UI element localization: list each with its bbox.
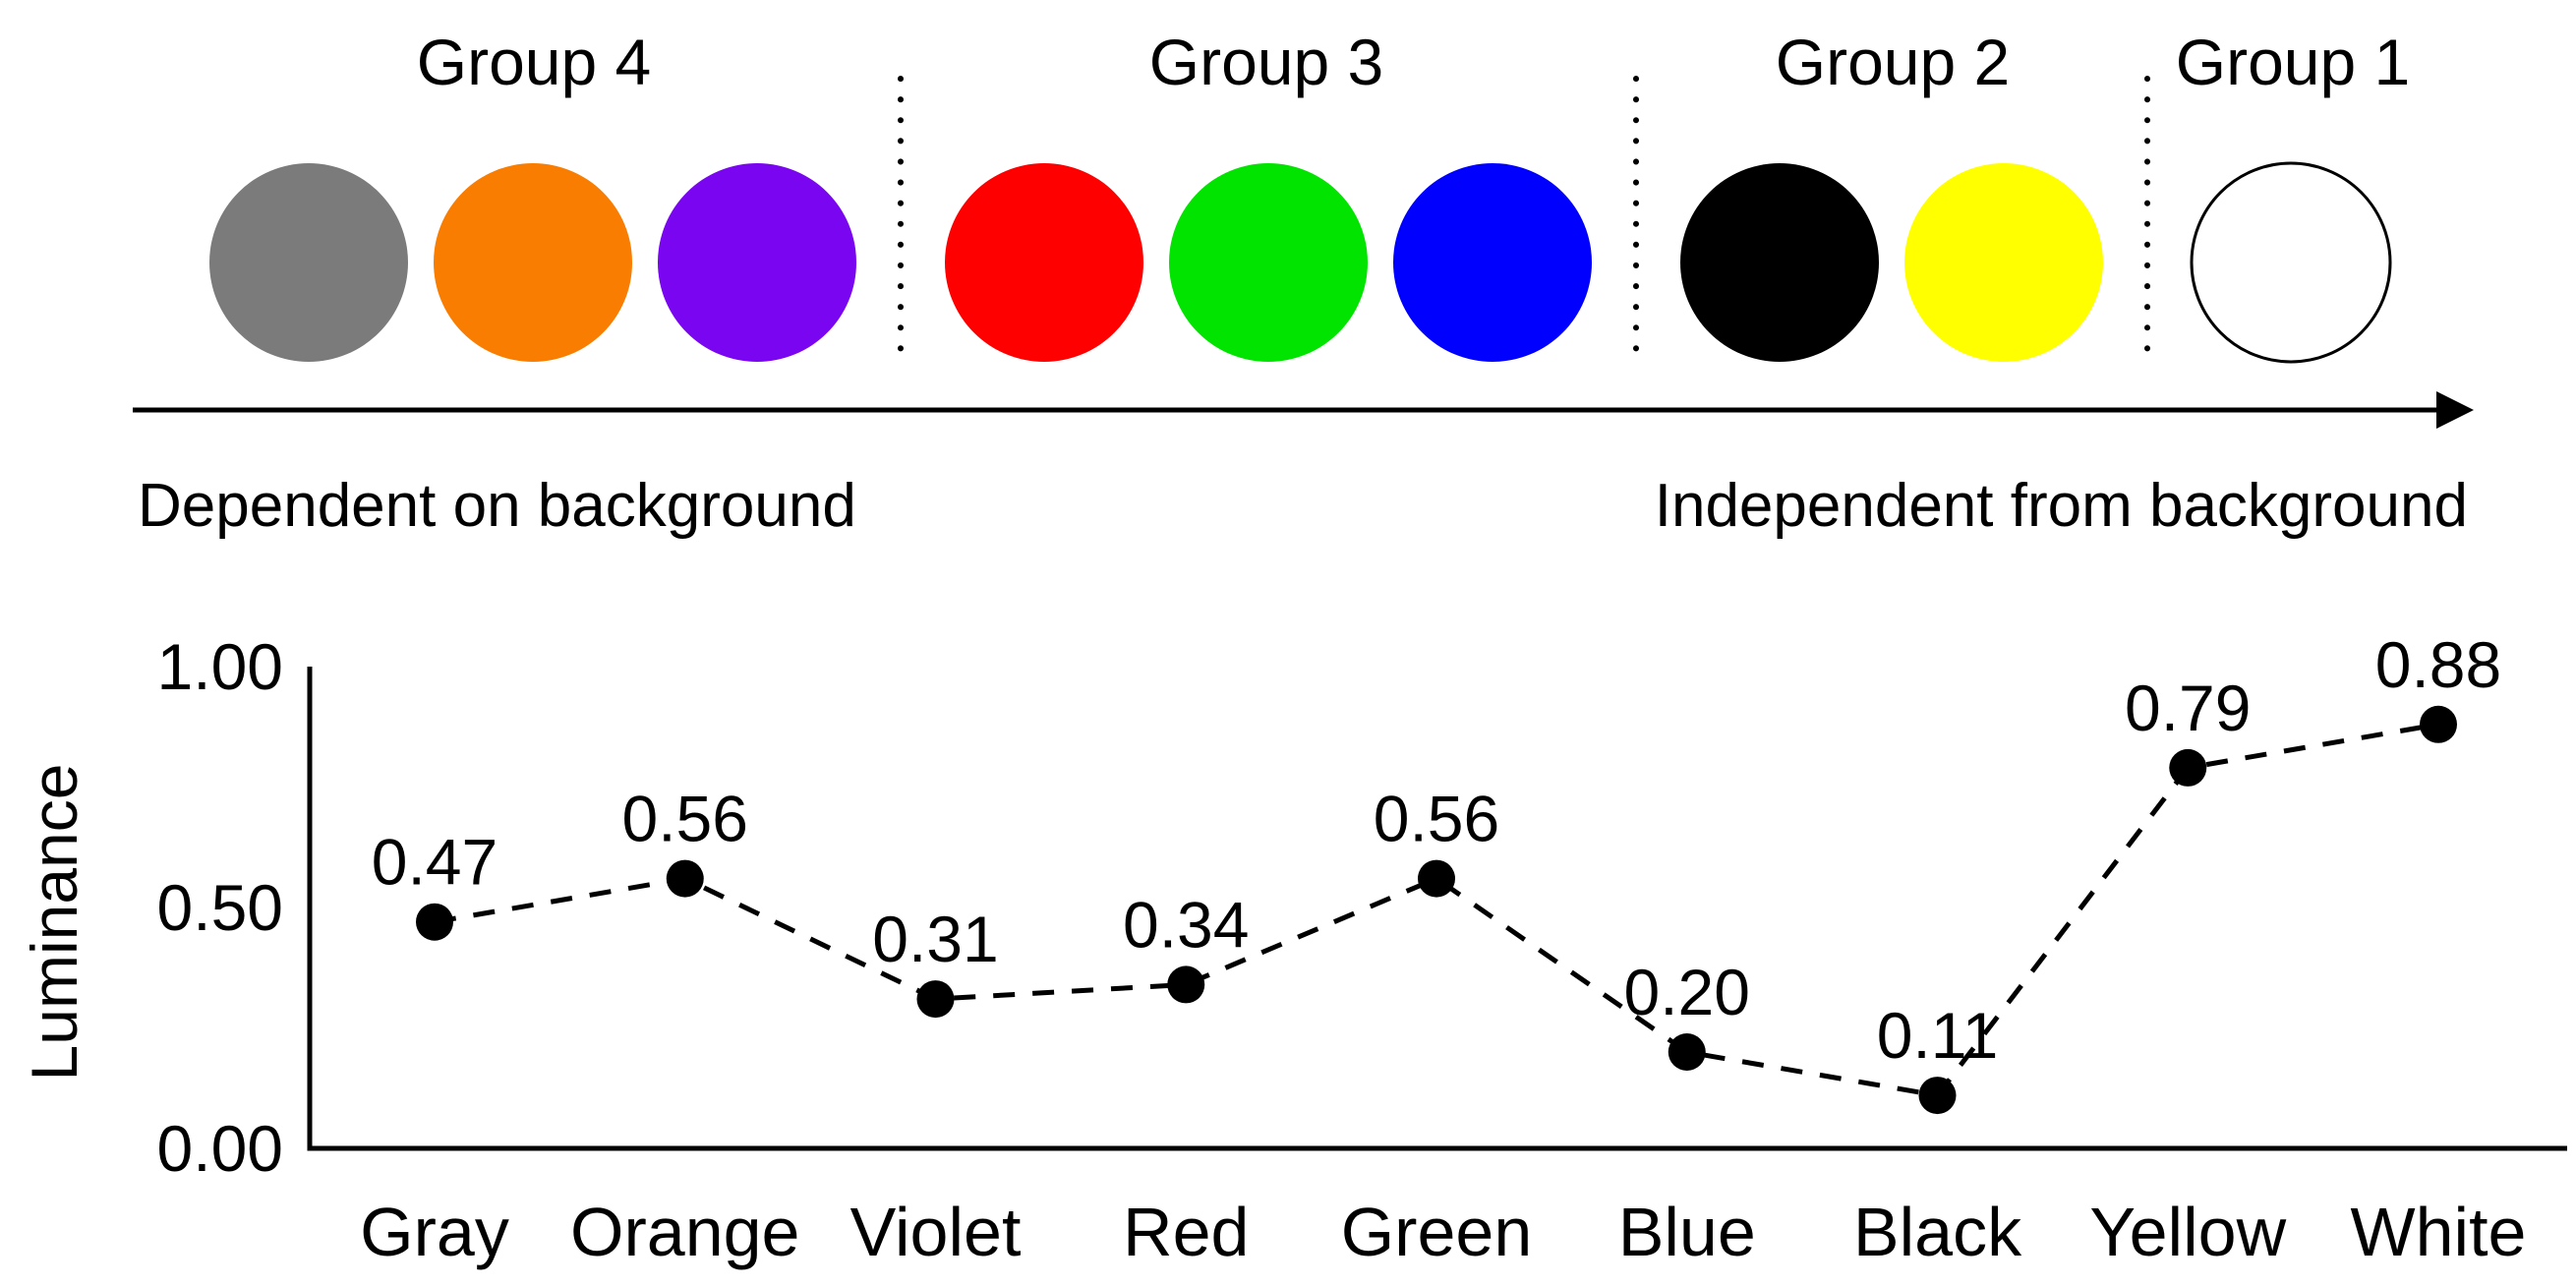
point-label-orange: 0.56 xyxy=(622,783,748,855)
point-label-white: 0.88 xyxy=(2375,628,2501,701)
category-label-orange: Orange xyxy=(570,1194,799,1270)
point-label-black: 0.11 xyxy=(1877,999,1999,1072)
category-label-green: Green xyxy=(1341,1194,1533,1270)
circle-black xyxy=(1680,163,1879,362)
category-label-red: Red xyxy=(1123,1194,1249,1270)
category-label-yellow: Yellow xyxy=(2089,1194,2286,1270)
group-4-label: Group 4 xyxy=(416,26,652,98)
category-label-gray: Gray xyxy=(360,1194,509,1270)
y-tick-label-1.00: 1.00 xyxy=(157,630,283,703)
point-label-green: 0.56 xyxy=(1374,783,1499,855)
category-label-black: Black xyxy=(1853,1194,2022,1270)
circle-red xyxy=(945,163,1143,362)
circle-violet xyxy=(658,163,856,362)
point-label-gray: 0.47 xyxy=(372,826,498,899)
category-label-blue: Blue xyxy=(1618,1194,1756,1270)
chart-point-violet xyxy=(916,980,955,1019)
chart-point-red xyxy=(1167,965,1205,1004)
group-3-label: Group 3 xyxy=(1148,26,1384,98)
point-label-yellow: 0.79 xyxy=(2125,672,2251,744)
point-label-violet: 0.31 xyxy=(872,903,998,975)
chart-point-white xyxy=(2420,705,2457,743)
point-label-blue: 0.20 xyxy=(1624,956,1750,1028)
chart-point-black xyxy=(1918,1077,1957,1115)
chart-axes xyxy=(307,667,2567,1151)
chart-point-gray xyxy=(416,903,453,941)
chart-point-orange xyxy=(666,859,704,898)
circle-yellow xyxy=(1904,163,2103,362)
chart-point-yellow xyxy=(2169,748,2207,787)
circle-orange xyxy=(434,163,632,362)
chart-point-blue xyxy=(1668,1033,1706,1071)
group-2-label: Group 2 xyxy=(1775,26,2011,98)
point-label-red: 0.34 xyxy=(1123,888,1249,961)
circle-blue xyxy=(1393,163,1592,362)
category-label-violet: Violet xyxy=(850,1194,1022,1270)
y-tick-label-0.00: 0.00 xyxy=(157,1112,283,1185)
chart-point-green xyxy=(1418,859,1455,898)
luminance-dashed-line xyxy=(434,722,2439,1098)
y-tick-label-0.50: 0.50 xyxy=(157,871,283,944)
arrow-left-caption: Dependent on background xyxy=(138,472,856,540)
group-1-label: Group 1 xyxy=(2175,26,2411,98)
circle-green xyxy=(1169,163,1368,362)
circle-gray xyxy=(209,163,408,362)
arrowhead-right-icon xyxy=(2436,391,2474,429)
category-label-white: White xyxy=(2351,1194,2527,1270)
circle-white xyxy=(2190,161,2392,364)
arrow-right-caption: Independent from background xyxy=(1654,472,2468,540)
